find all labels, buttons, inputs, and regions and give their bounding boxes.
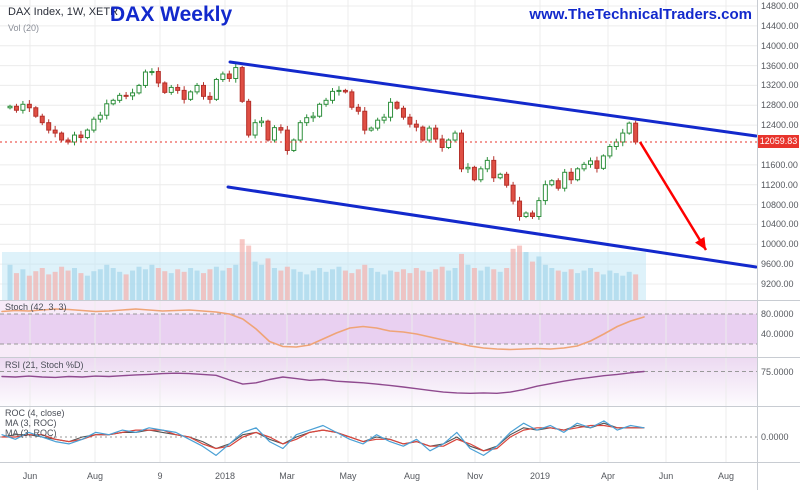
symbol-title: DAX Index, 1W, XETR [8, 6, 119, 18]
website-watermark: www.TheTechnicalTraders.com [529, 6, 752, 23]
volume-indicator-label: Vol (20) [8, 23, 40, 33]
last-price-value: 12059.83 [759, 136, 798, 147]
chart-watermark-title: DAX Weekly [110, 3, 233, 26]
last-price-tag: 12059.83 [758, 135, 799, 149]
